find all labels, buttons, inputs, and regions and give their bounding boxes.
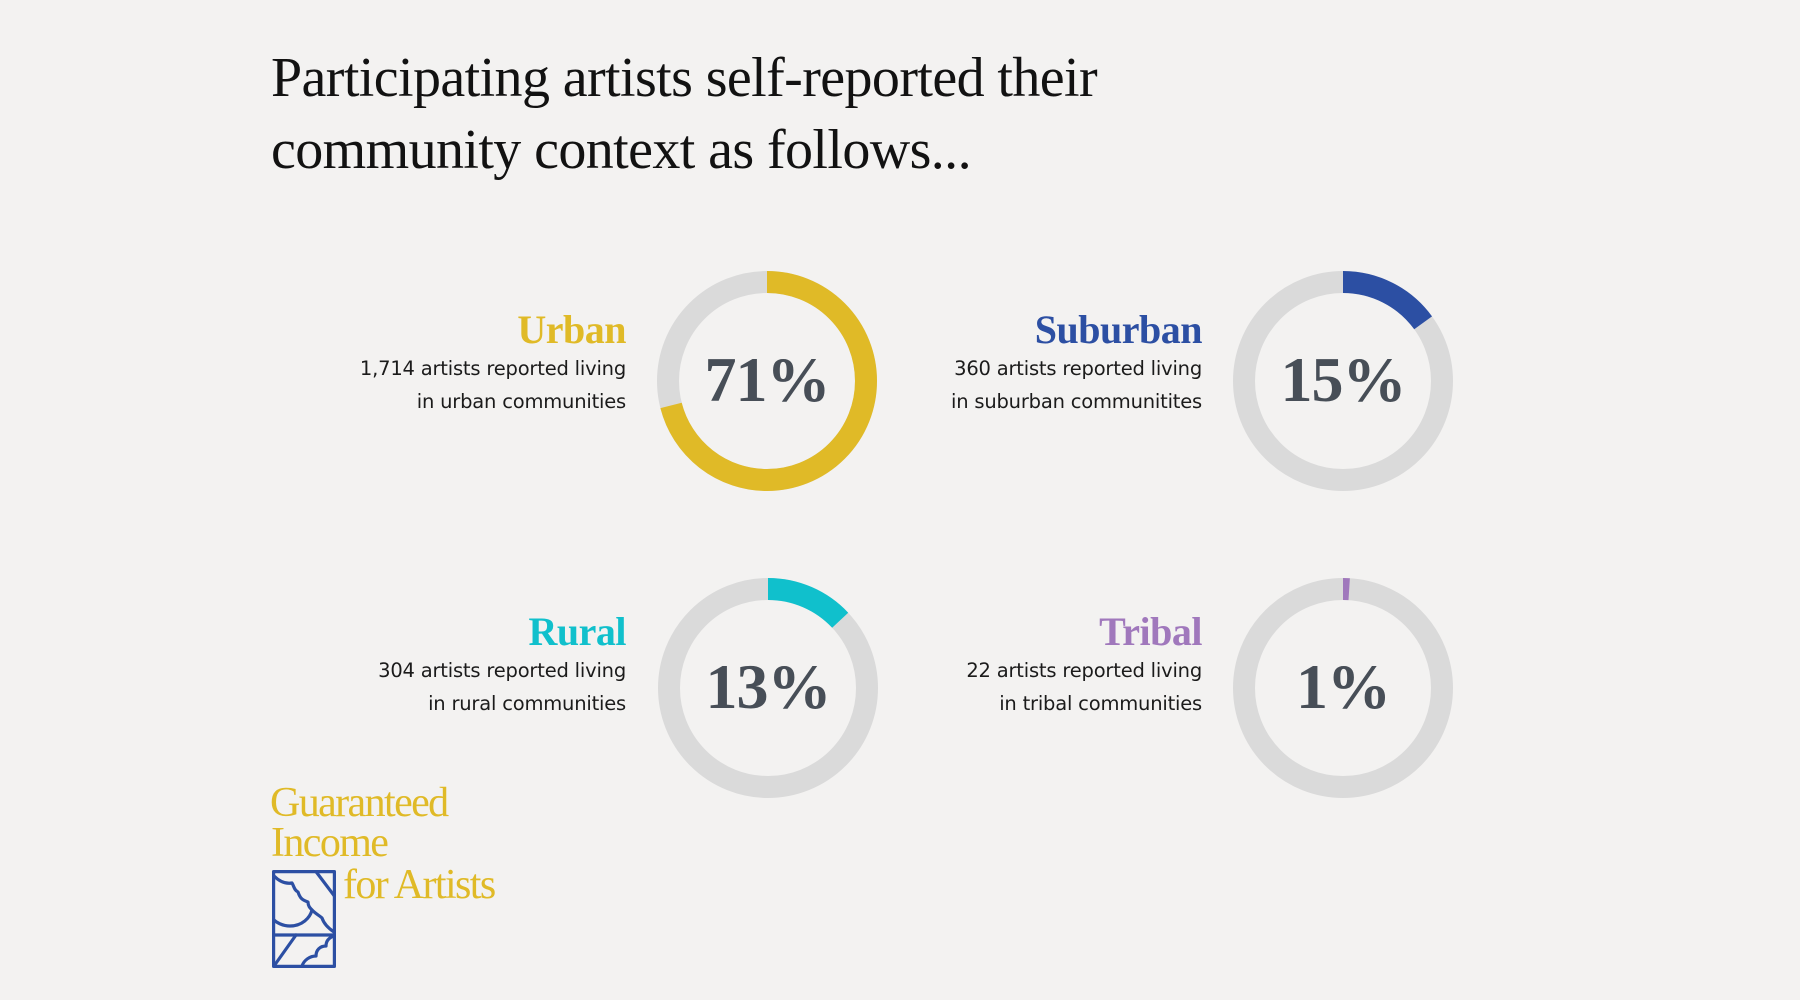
- desc-line-2: in urban communities: [416, 390, 626, 413]
- percent-value: 71%: [704, 344, 831, 415]
- stat-description: 304 artists reported living in rural com…: [206, 654, 626, 720]
- stat-suburban: Suburban 360 artists reported living in …: [782, 308, 1202, 418]
- stat-label: Tribal: [1099, 609, 1202, 654]
- percent-value: 1%: [1296, 651, 1391, 722]
- donut-ring: [1233, 578, 1453, 798]
- donut-ring: [658, 578, 878, 798]
- desc-line-1: 1,714 artists reported living: [359, 357, 626, 380]
- stat-description: 1,714 artists reported living in urban c…: [206, 352, 626, 418]
- donut-rural: 13%: [657, 577, 879, 799]
- desc-line-2: in tribal communities: [999, 692, 1202, 715]
- stat-rural: Rural 304 artists reported living in rur…: [206, 610, 626, 720]
- desc-line-1: 22 artists reported living: [966, 659, 1202, 682]
- desc-line-1: 304 artists reported living: [378, 659, 626, 682]
- stat-urban: Urban 1,714 artists reported living in u…: [206, 307, 627, 418]
- percent-value: 15%: [1280, 344, 1407, 415]
- page-title: Participating artists self-reported thei…: [271, 42, 1098, 186]
- frame-sun-icon: [272, 870, 336, 968]
- logo-text-line-3: for Artists: [343, 862, 496, 908]
- donut-suburban: 15%: [1232, 270, 1454, 492]
- desc-line-1: 360 artists reported living: [954, 357, 1202, 380]
- title-line-1: Participating artists self-reported thei…: [271, 47, 1098, 109]
- donut-ring: [1233, 271, 1453, 491]
- stat-label: Rural: [528, 609, 627, 654]
- brand-logo: Guaranteed Income for Artists: [270, 780, 510, 980]
- stat-description: 22 artists reported living in tribal com…: [782, 654, 1202, 720]
- stat-tribal: Tribal 22 artists reported living in tri…: [782, 610, 1202, 720]
- donut-tribal: 1%: [1232, 577, 1454, 799]
- desc-line-2: in rural communities: [428, 692, 626, 715]
- stat-label: Urban: [517, 307, 626, 352]
- logo-text-line-1: Guaranteed: [270, 780, 449, 826]
- stat-label: Suburban: [1034, 307, 1203, 352]
- percent-value: 13%: [705, 651, 832, 722]
- donut-ring: [657, 271, 877, 491]
- title-line-2: community context as follows...: [271, 119, 972, 181]
- stat-description: 360 artists reported living in suburban …: [782, 352, 1202, 418]
- logo-text-line-2: Income: [271, 820, 389, 866]
- donut-urban: 71%: [656, 270, 878, 492]
- desc-line-2: in suburban communitites: [951, 390, 1202, 413]
